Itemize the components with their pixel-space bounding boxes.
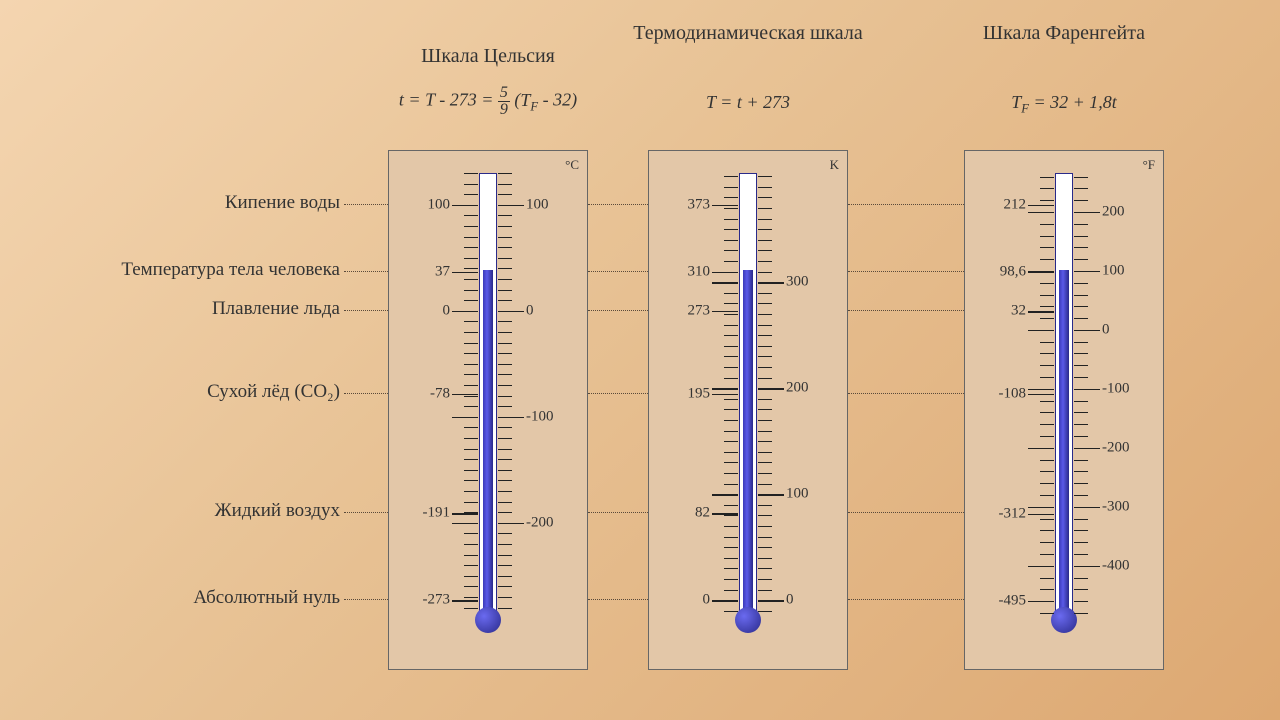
tick-label: -200 (1102, 439, 1130, 456)
reference-guideline (588, 599, 648, 600)
scale-title: Термодинамическая шкала (600, 22, 896, 45)
tick-label: 300 (786, 274, 809, 291)
thermometer-panel: K 373 310 273 195 82 0 300 200 100 0 (648, 150, 848, 670)
tick-label: -100 (1102, 380, 1130, 397)
reference-label: Абсолютный нуль (140, 587, 340, 609)
tick-label: 0 (786, 592, 794, 609)
tick-label: 195 (688, 385, 711, 402)
reference-guideline (344, 599, 388, 600)
reference-guideline (848, 271, 964, 272)
tick-label: -273 (423, 592, 451, 609)
reference-guideline (344, 204, 388, 205)
reference-guideline (848, 512, 964, 513)
reference-guideline (344, 393, 388, 394)
tick-label: -108 (999, 385, 1027, 402)
reference-guideline (848, 599, 964, 600)
tick-label: 98,6 (1000, 263, 1026, 280)
reference-guideline (588, 512, 648, 513)
thermometer-panel: °C 100 37 0 -78 -191 -273 100 0 -100 -200 (388, 150, 588, 670)
tick-label: -300 (1102, 498, 1130, 515)
reference-guideline (588, 271, 648, 272)
reference-guideline (588, 204, 648, 205)
tick-label: -400 (1102, 557, 1130, 574)
scale-title: Шкала Фаренгейта (930, 22, 1198, 45)
tick-label: 0 (443, 302, 451, 319)
scale-formula: t = T - 273 = 59 (TF - 32) (350, 85, 626, 118)
reference-label: Кипение воды (190, 192, 340, 214)
reference-guideline (344, 310, 388, 311)
tick-label: 100 (786, 486, 809, 503)
unit-label: °F (1143, 157, 1155, 173)
unit-label: °C (565, 157, 579, 173)
tick-label: 273 (688, 302, 711, 319)
tick-label: -100 (526, 408, 554, 425)
tick-label: -495 (999, 592, 1027, 609)
thermometer-panel: °F 212 98,6 32 -108 -312 -495 200 100 0 -100 -200 -3… (964, 150, 1164, 670)
tick-label: 100 (1102, 262, 1125, 279)
scale-formula: T = t + 273 (648, 92, 848, 113)
reference-label: Сухой лёд (CO₂) (140, 381, 340, 403)
tick-label: 212 (1004, 196, 1027, 213)
scale-formula: TF = 32 + 1,8t (964, 92, 1164, 117)
reference-guideline (344, 271, 388, 272)
tick-label: 100 (526, 196, 549, 213)
reference-guideline (848, 204, 964, 205)
tick-label: 32 (1011, 303, 1026, 320)
tick-label: 0 (703, 592, 711, 609)
reference-guideline (848, 310, 964, 311)
reference-label: Плавление льда (160, 298, 340, 320)
tick-label: -191 (423, 505, 451, 522)
reference-guideline (588, 393, 648, 394)
unit-label: K (830, 157, 839, 173)
tick-label: 0 (1102, 321, 1110, 338)
tick-label: 37 (435, 263, 450, 280)
tick-label: 200 (786, 380, 809, 397)
reference-label: Жидкий воздух (160, 500, 340, 522)
tick-label: 200 (1102, 203, 1125, 220)
tick-label: 100 (428, 196, 451, 213)
reference-guideline (848, 393, 964, 394)
tick-label: -200 (526, 514, 554, 531)
tick-label: 82 (695, 505, 710, 522)
tick-label: -312 (999, 505, 1027, 522)
tick-label: -78 (430, 385, 450, 402)
tick-label: 0 (526, 302, 534, 319)
reference-guideline (588, 310, 648, 311)
reference-guideline (344, 512, 388, 513)
tick-label: 373 (688, 196, 711, 213)
scale-title: Шкала Цельсия (388, 45, 588, 68)
tick-label: 310 (688, 263, 711, 280)
reference-label: Температура тела человека (60, 259, 340, 281)
